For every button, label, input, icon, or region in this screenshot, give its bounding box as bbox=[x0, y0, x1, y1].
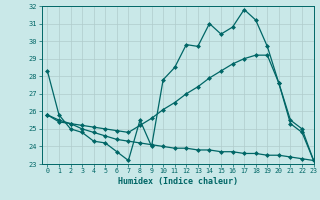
X-axis label: Humidex (Indice chaleur): Humidex (Indice chaleur) bbox=[118, 177, 237, 186]
